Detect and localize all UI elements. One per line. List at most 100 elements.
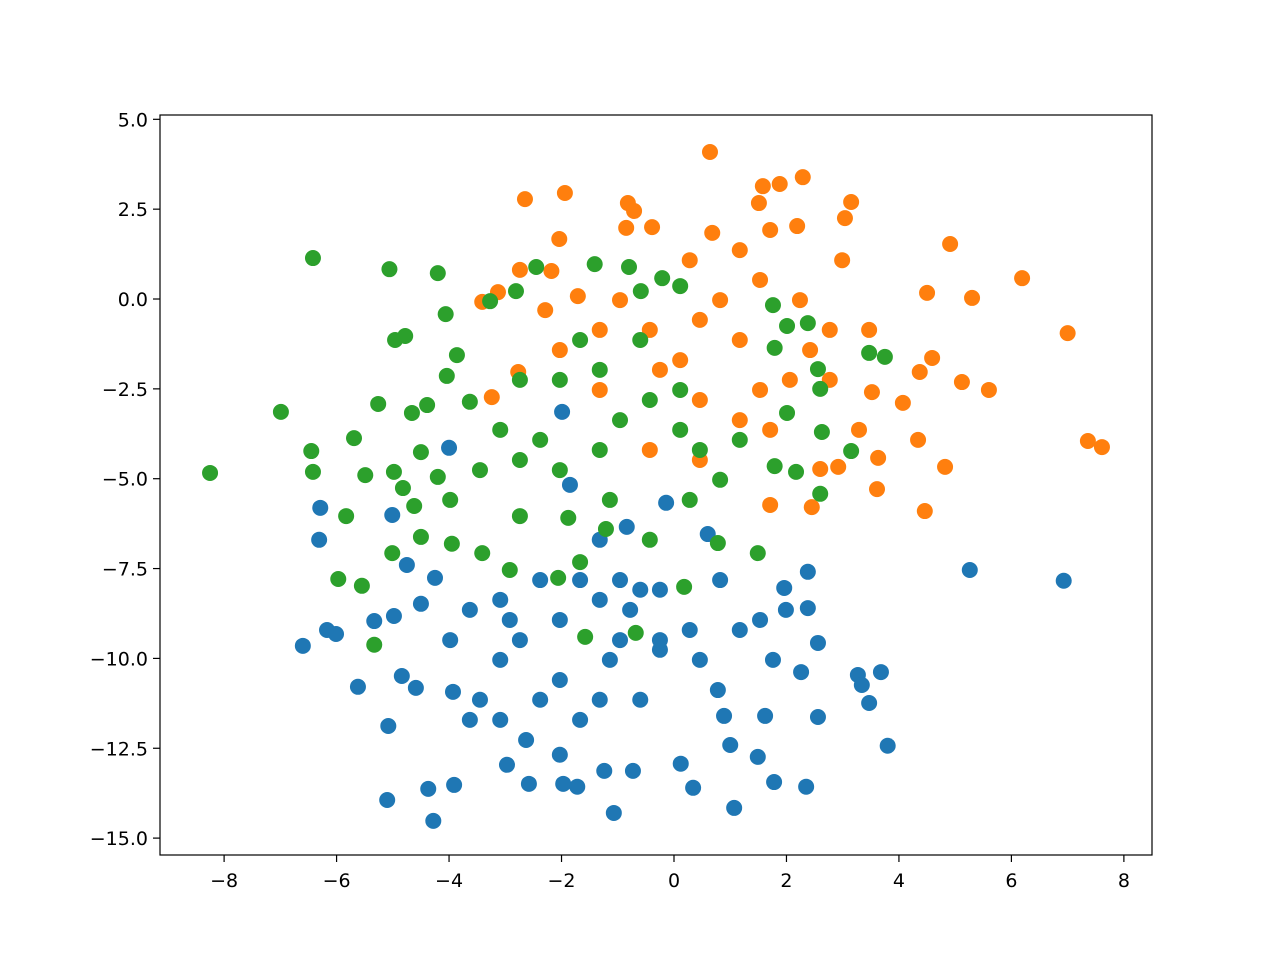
scatter-point <box>601 491 618 508</box>
scatter-point <box>911 363 928 380</box>
scatter-point <box>618 219 635 236</box>
scatter-point <box>349 678 366 695</box>
scatter-point <box>691 441 708 458</box>
scatter-point <box>511 452 528 469</box>
scatter-point <box>398 556 415 573</box>
scatter-point <box>586 256 603 273</box>
scatter-point <box>651 632 668 649</box>
scatter-point <box>861 344 878 361</box>
scatter-point <box>461 601 478 618</box>
scatter-point <box>776 579 793 596</box>
scatter-point <box>681 491 698 508</box>
scatter-point <box>876 348 893 365</box>
scatter-point <box>771 176 788 193</box>
scatter-point <box>691 311 708 328</box>
y-tick-label: −7.5 <box>102 559 148 581</box>
scatter-point <box>731 242 748 259</box>
scatter-point <box>622 601 639 618</box>
scatter-point <box>448 347 465 364</box>
scatter-point <box>658 494 675 511</box>
scatter-point <box>572 711 589 728</box>
scatter-point <box>532 431 549 448</box>
scatter-point <box>1093 439 1110 456</box>
scatter-point <box>716 707 733 724</box>
scatter-point <box>712 471 729 488</box>
x-tick-label: 0 <box>668 870 680 892</box>
scatter-point <box>812 380 829 397</box>
scatter-point <box>385 463 402 480</box>
scatter-point <box>511 632 528 649</box>
scatter-point <box>764 297 781 314</box>
scatter-point <box>712 572 729 589</box>
scatter-point <box>961 561 978 578</box>
scatter-point <box>412 595 429 612</box>
scatter-point <box>384 545 401 562</box>
scatter-point <box>843 443 860 460</box>
scatter-point <box>766 774 783 791</box>
scatter-point <box>426 569 443 586</box>
scatter-point <box>789 218 806 235</box>
scatter-point <box>701 144 718 161</box>
scatter-point <box>518 731 535 748</box>
scatter-point <box>304 463 321 480</box>
scatter-point <box>385 608 402 625</box>
x-tick-label: 4 <box>893 870 905 892</box>
scatter-point <box>303 443 320 460</box>
scatter-point <box>754 178 771 195</box>
scatter-point <box>406 498 423 515</box>
scatter-point <box>830 458 847 475</box>
scatter-point <box>870 449 887 466</box>
scatter-point <box>618 518 635 535</box>
scatter-point <box>612 412 629 429</box>
scatter-point <box>626 202 643 219</box>
scatter-point <box>551 746 568 763</box>
scatter-point <box>834 252 851 269</box>
scatter-point <box>749 748 766 765</box>
scatter-point <box>869 481 886 498</box>
scatter-point <box>803 499 820 516</box>
scatter-point <box>781 371 798 388</box>
scatter-point <box>380 717 397 734</box>
scatter-point <box>651 361 668 378</box>
scatter-point <box>366 636 383 653</box>
scatter-point <box>379 792 396 809</box>
scatter-point <box>672 755 689 772</box>
scatter-point <box>798 778 815 795</box>
scatter-point <box>685 779 702 796</box>
scatter-point <box>1014 270 1031 287</box>
scatter-point <box>821 321 838 338</box>
scatter-point <box>551 371 568 388</box>
scatter-point <box>861 321 878 338</box>
scatter-point <box>591 321 608 338</box>
scatter-point <box>381 261 398 278</box>
scatter-point <box>353 577 370 594</box>
x-tick-label: 2 <box>780 870 792 892</box>
scatter-point <box>641 392 658 409</box>
scatter-point <box>429 468 446 485</box>
scatter-point <box>788 463 805 480</box>
scatter-point <box>644 219 661 236</box>
scatter-point <box>672 352 689 369</box>
scatter-point <box>731 331 748 348</box>
scatter-point <box>919 284 936 301</box>
scatter-point <box>370 395 387 412</box>
scatter-point <box>937 458 954 475</box>
scatter-point <box>1055 572 1072 589</box>
scatter-point <box>672 278 689 295</box>
scatter-point <box>304 250 321 267</box>
x-tick-label: 6 <box>1005 870 1017 892</box>
scatter-point <box>412 444 429 461</box>
scatter-point <box>731 412 748 429</box>
scatter-point <box>691 651 708 668</box>
scatter-point <box>809 361 826 378</box>
scatter-point <box>836 210 853 227</box>
scatter-point <box>749 545 766 562</box>
scatter-point <box>556 184 573 201</box>
scatter-point <box>437 306 454 323</box>
scatter-point <box>624 762 641 779</box>
scatter-point <box>863 384 880 401</box>
scatter-point <box>802 342 819 359</box>
scatter-point <box>726 799 743 816</box>
scatter-point <box>357 467 374 484</box>
scatter-point <box>916 503 933 520</box>
